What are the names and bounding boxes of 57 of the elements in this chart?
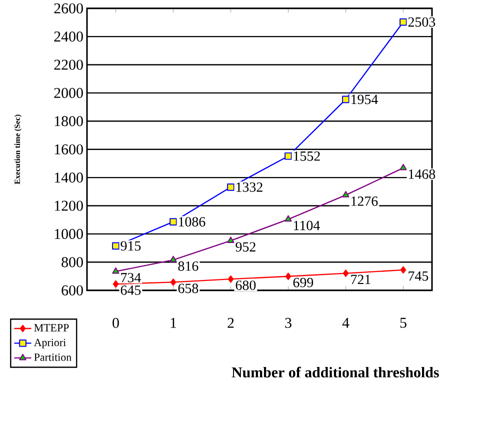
- y-tick-label: 2200: [54, 60, 83, 70]
- data-label: 658: [178, 284, 198, 293]
- y-tick-label: 1600: [54, 144, 83, 154]
- legend-label: MTEPP: [34, 324, 69, 332]
- y-tick-label: 2400: [54, 31, 83, 42]
- legend-label: Apriori: [34, 338, 66, 348]
- x-tick-label: 4: [342, 318, 350, 328]
- y-tick-label: 1000: [54, 228, 83, 239]
- data-label: 745: [408, 271, 428, 281]
- data-label: 645: [120, 285, 141, 295]
- x-tick-label: 0: [112, 318, 119, 328]
- data-label: 1552: [294, 151, 320, 161]
- point: [228, 275, 234, 283]
- point: [400, 164, 407, 170]
- point: [342, 96, 350, 103]
- data-label: 2503: [408, 17, 436, 27]
- y-tick-label: 800: [62, 256, 83, 268]
- point: [284, 215, 292, 222]
- point: [170, 256, 177, 262]
- point: [112, 242, 120, 250]
- point: [342, 190, 350, 198]
- data-label: 1468: [408, 169, 436, 179]
- data-label: 1086: [178, 216, 206, 226]
- data-label: 680: [236, 280, 256, 290]
- data-label: 1104: [294, 220, 320, 230]
- point: [400, 266, 406, 274]
- x-tick-label: 1: [170, 318, 176, 328]
- x-tick-label: 5: [400, 318, 406, 328]
- data-label: 816: [178, 261, 198, 271]
- data-label: 915: [120, 241, 141, 250]
- data-label: 734: [121, 272, 141, 282]
- point: [112, 267, 120, 274]
- point: [285, 272, 292, 280]
- point: [170, 278, 176, 286]
- point: [342, 269, 349, 277]
- point: [170, 218, 177, 226]
- point: [227, 236, 234, 243]
- point: [112, 280, 119, 288]
- data-label: 1332: [236, 182, 262, 192]
- legend-label: Partition: [34, 353, 72, 361]
- y-tick-label: 600: [62, 285, 83, 296]
- data-label: 721: [351, 274, 370, 284]
- x-tick-label: 2: [228, 318, 234, 328]
- y-tick-label: 1800: [54, 116, 83, 126]
- data-label: 1954: [351, 94, 378, 104]
- data-label: 952: [236, 242, 256, 252]
- y-tick-label: 1400: [54, 172, 83, 182]
- point: [400, 18, 407, 26]
- data-label: 1276: [351, 196, 378, 206]
- data-label: 699: [293, 278, 314, 288]
- point: [227, 183, 234, 191]
- y-tick-label: 1200: [54, 200, 83, 211]
- point: [284, 152, 292, 160]
- x-axis-title: Number of additional thresholds: [232, 366, 439, 378]
- x-tick-label: 3: [285, 318, 292, 328]
- y-tick-label: 2600: [54, 3, 83, 14]
- y-tick-label: 2000: [54, 88, 83, 98]
